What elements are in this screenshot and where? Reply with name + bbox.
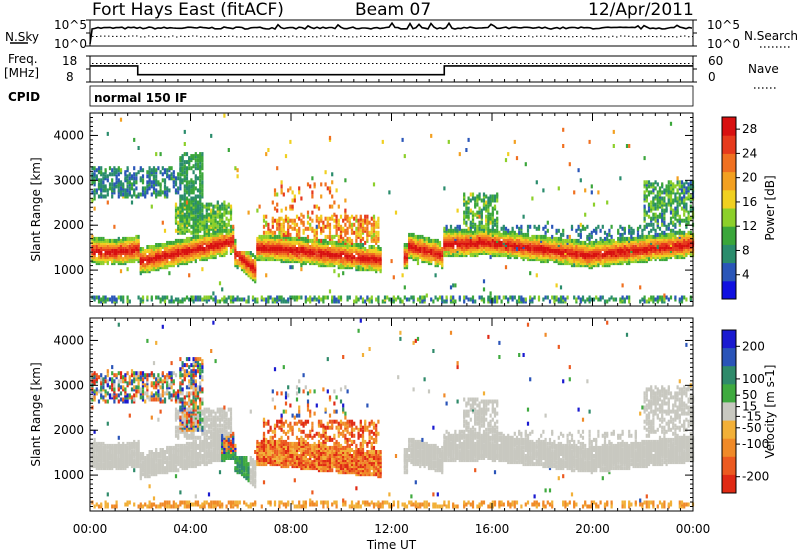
freq-unit-label: [MHz] bbox=[4, 66, 40, 80]
colorbar-cell bbox=[722, 474, 736, 494]
colorbar-frame-1 bbox=[721, 329, 737, 494]
y-tick-label: 4000 bbox=[53, 333, 84, 347]
y-tick-label: 1000 bbox=[53, 468, 84, 482]
x-tick-label: 12:00 bbox=[374, 522, 409, 536]
nsky-line bbox=[89, 21, 693, 45]
colorbar-cell bbox=[722, 402, 736, 421]
x-tick-label: 00:00 bbox=[73, 522, 108, 536]
colorbar-tick-label: -100 bbox=[742, 437, 769, 451]
freq-tick-top: 18 bbox=[62, 54, 78, 68]
colorbar-tick-label: 200 bbox=[742, 339, 765, 353]
nsearch-label: N.Search bbox=[744, 29, 799, 43]
freq-panel-frame bbox=[89, 55, 694, 83]
colorbar-tick-label: 100 bbox=[742, 372, 765, 386]
colorbar-cell bbox=[722, 117, 736, 136]
nsky-tick-bottom: 10^0 bbox=[54, 37, 87, 51]
colorbar-cell bbox=[722, 348, 736, 367]
colorbar-cell bbox=[722, 420, 736, 440]
y-tick-label: 2000 bbox=[53, 423, 84, 437]
colorbar-cell bbox=[722, 330, 736, 349]
y-tick-label: 3000 bbox=[53, 378, 84, 392]
nsky-label: N.Sky bbox=[5, 30, 40, 44]
colorbar-cell bbox=[722, 226, 736, 245]
colorbar-cell bbox=[722, 171, 736, 191]
colorbar-cell bbox=[722, 280, 736, 300]
y-axis-label: Slant Range [km] bbox=[29, 157, 43, 261]
heatmap-frame-1 bbox=[89, 317, 694, 512]
nsky-tick-top: 10^5 bbox=[54, 18, 87, 32]
velocity-heatmap-cells bbox=[91, 318, 695, 509]
colorbar-tick-label: -15 bbox=[742, 409, 762, 423]
cpid-frame bbox=[89, 85, 694, 107]
cpid-label: CPID bbox=[8, 90, 41, 104]
x-tick-label: 16:00 bbox=[475, 522, 510, 536]
colorbar-tick-label: 12 bbox=[742, 219, 757, 233]
frequency-line bbox=[90, 65, 693, 76]
y-tick-label: 4000 bbox=[53, 128, 84, 142]
x-tick-label: 00:00 bbox=[676, 522, 711, 536]
x-tick-label: 08:00 bbox=[274, 522, 309, 536]
power-heatmap-cells bbox=[91, 113, 695, 304]
colorbar-cell bbox=[722, 262, 736, 282]
station-title: Fort Hays East (fitACF) bbox=[92, 0, 284, 20]
colorbar-tick-label: 28 bbox=[742, 122, 757, 136]
freq-label: Freq. bbox=[8, 52, 38, 66]
x-axis-label: Time UT bbox=[366, 538, 417, 552]
y-tick-label: 2000 bbox=[53, 218, 84, 232]
cpid-mode: normal 150 IF bbox=[94, 91, 188, 105]
nsearch-line bbox=[92, 35, 694, 38]
freq-tick-bottom: 8 bbox=[66, 70, 74, 84]
y-axis-label: Slant Range [km] bbox=[29, 362, 43, 466]
colorbar-cell bbox=[722, 153, 736, 173]
x-tick-label: 20:00 bbox=[575, 522, 610, 536]
colorbar-tick-label: 50 bbox=[742, 388, 757, 402]
date-title: 12/Apr/2011 bbox=[588, 0, 694, 20]
nave-tick-bottom: 0 bbox=[708, 70, 716, 84]
colorbar-cell bbox=[722, 244, 736, 264]
nsearch-tick-top: 10^5 bbox=[707, 18, 740, 32]
nsearch-tick-bottom: 10^0 bbox=[707, 37, 740, 51]
colorbar-cell bbox=[722, 438, 736, 458]
colorbar-cell bbox=[722, 456, 736, 476]
colorbar-tick-label: 16 bbox=[742, 195, 757, 209]
y-tick-label: 1000 bbox=[53, 263, 84, 277]
colorbar-tick-label: 15 bbox=[742, 400, 757, 414]
x-tick-label: 04:00 bbox=[173, 522, 208, 536]
colorbar-tick-label: 20 bbox=[742, 171, 757, 185]
colorbar-cell bbox=[722, 208, 736, 227]
colorbar-label: Velocity [m s-1] bbox=[763, 365, 777, 459]
colorbar-tick-label: 4 bbox=[742, 268, 750, 282]
nave-label: Nave bbox=[748, 62, 779, 76]
colorbar-cell bbox=[722, 384, 736, 403]
colorbar-cell bbox=[722, 189, 736, 209]
colorbar-cell bbox=[722, 135, 736, 154]
colorbar-cell bbox=[722, 366, 736, 385]
colorbar-tick-label: -50 bbox=[742, 421, 762, 435]
colorbar-tick-label: 8 bbox=[742, 243, 750, 257]
colorbar-tick-label: 24 bbox=[742, 146, 757, 160]
colorbar-label: Power [dB] bbox=[763, 175, 777, 240]
y-tick-label: 3000 bbox=[53, 173, 84, 187]
colorbar-tick-label: -200 bbox=[742, 470, 769, 484]
nave-tick-top: 60 bbox=[708, 54, 724, 68]
colorbar-frame-0 bbox=[721, 116, 737, 300]
beam-title: Beam 07 bbox=[355, 0, 432, 20]
